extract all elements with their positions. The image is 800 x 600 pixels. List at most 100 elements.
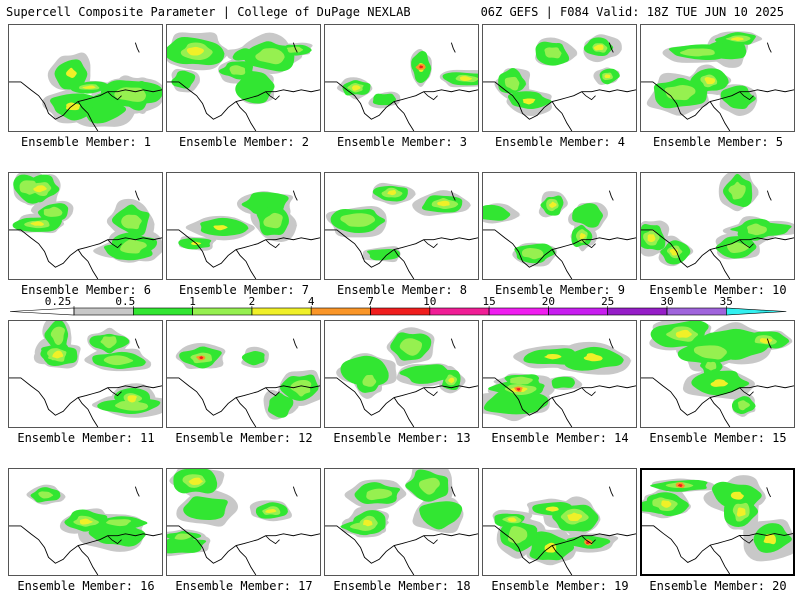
colorbar-segment [370, 307, 431, 316]
scp-contour-yellow [704, 77, 716, 85]
member-map-panel[interactable] [166, 320, 321, 428]
coastline [551, 545, 573, 575]
scp-contour-lime [290, 379, 312, 397]
scp-contour-green [419, 501, 463, 530]
member-map-panel[interactable] [8, 172, 163, 280]
colorbar-segment [192, 307, 253, 316]
scp-contour-red [199, 356, 204, 360]
colorbar-arrow-left [9, 307, 75, 316]
member-map-panel[interactable] [324, 468, 479, 576]
lake-shoreline [450, 338, 456, 349]
member-map-panel[interactable] [8, 24, 163, 132]
member-label: Ensemble Member: 4 [494, 135, 626, 149]
lake-shoreline [766, 42, 772, 53]
member-map-panel[interactable] [640, 320, 795, 428]
scp-contour-green [551, 376, 576, 389]
member-map-panel[interactable] [324, 320, 479, 428]
scp-contour-yellow [730, 491, 745, 500]
member-label: Ensemble Member: 1 [20, 135, 152, 149]
scp-contour-yellow [730, 37, 744, 41]
scp-contour-green [340, 355, 389, 386]
coastline [393, 249, 415, 279]
scp-contour-green [235, 70, 277, 104]
scp-contour-lime [229, 65, 246, 75]
scp-field-map [167, 32, 320, 131]
coastline [483, 525, 636, 564]
scp-contour-yellow [387, 190, 397, 196]
coastline [9, 377, 162, 416]
coastline [265, 535, 280, 545]
coastline [9, 81, 162, 120]
scp-field-map [167, 469, 320, 575]
member-map-panel[interactable] [8, 320, 163, 428]
scp-contour-green [232, 48, 263, 61]
scp-contour-red [516, 388, 521, 391]
scp-contour-yellow [127, 395, 137, 403]
member-map-panel[interactable] [8, 468, 163, 576]
scp-contour-lime [366, 488, 393, 501]
coastline [551, 249, 573, 279]
coastline [423, 535, 438, 545]
member-map-panel[interactable] [482, 172, 637, 280]
scp-contour-yellow [593, 44, 604, 51]
scp-field-map [9, 42, 162, 131]
scp-contour-yellow [188, 477, 204, 485]
coastline [393, 545, 415, 575]
scp-field-map [325, 42, 478, 131]
scp-contour-yellow [583, 353, 603, 362]
member-map-panel[interactable] [640, 468, 795, 576]
member-map-panel[interactable] [324, 24, 479, 132]
member-map-panel[interactable] [324, 172, 479, 280]
colorbar-tick-label: 7 [367, 296, 374, 308]
member-map-panel[interactable] [640, 24, 795, 132]
member-map-panel[interactable] [166, 468, 321, 576]
member-map-panel[interactable] [166, 24, 321, 132]
coastline [77, 397, 99, 427]
coastline [393, 397, 415, 427]
colorbar-tick-label: 25 [601, 296, 614, 308]
member-label: Ensemble Member: 15 [649, 431, 787, 445]
coastline [107, 535, 122, 545]
lake-shoreline [292, 338, 298, 349]
scp-contour-lime [679, 48, 715, 57]
scp-contour-yellow [545, 506, 559, 512]
scp-contour-lime [103, 355, 135, 366]
scp-contour-yellow [30, 221, 45, 226]
scp-contour-green [372, 93, 397, 106]
scp-contour-yellow [437, 200, 450, 207]
page-title: Supercell Composite Parameter | College … [6, 5, 411, 19]
scp-field-map [642, 475, 793, 574]
scp-contour-green [720, 85, 759, 110]
member-label: Ensemble Member: 20 [649, 579, 787, 593]
lake-shoreline [766, 487, 771, 498]
coastline [235, 249, 257, 279]
coastline [739, 387, 754, 397]
coastline [709, 101, 731, 131]
coastline [9, 229, 162, 268]
scp-field-map [483, 190, 636, 279]
member-map-panel[interactable] [640, 172, 795, 280]
lake-shoreline [134, 190, 140, 201]
scp-contour-lime [115, 401, 149, 411]
coastline [265, 387, 280, 397]
coastline [77, 545, 99, 575]
member-map-panel[interactable] [482, 320, 637, 428]
scp-field-map [167, 338, 320, 427]
scp-field-map [325, 469, 478, 575]
scp-contour-lime [255, 48, 286, 65]
member-map-panel[interactable] [166, 172, 321, 280]
coastline [739, 91, 754, 101]
coastline [167, 377, 320, 416]
lake-shoreline [450, 190, 456, 201]
scp-field-map [9, 173, 162, 279]
coastline [107, 239, 122, 249]
member-map-panel[interactable] [482, 24, 637, 132]
member-map-panel[interactable] [482, 468, 637, 576]
scp-contour-lime [544, 47, 562, 59]
coastline [325, 81, 478, 120]
scp-contour-yellow [65, 67, 78, 78]
scp-contour-lime [510, 376, 533, 385]
scp-contour-red [677, 484, 683, 487]
coastline [709, 544, 731, 574]
member-label: Ensemble Member: 7 [178, 283, 310, 297]
